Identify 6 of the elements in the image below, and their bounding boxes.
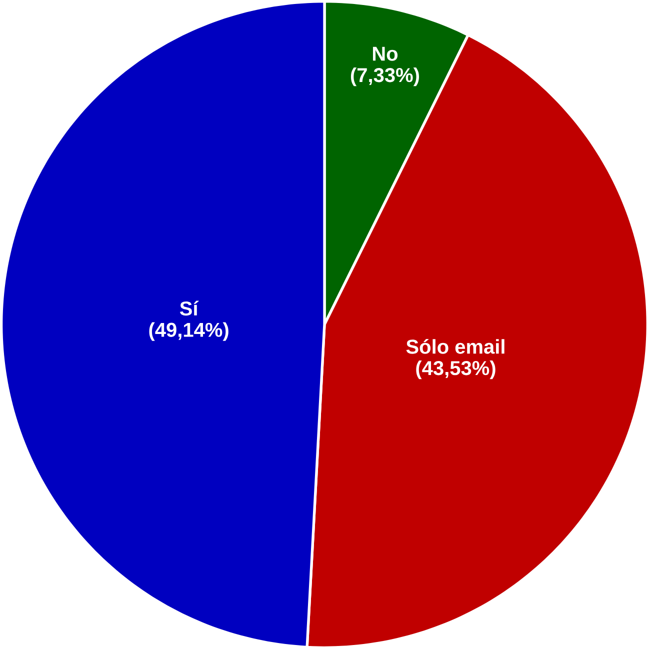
data-label: (49,14%)	[149, 322, 228, 341]
data-label: (7,33%)	[350, 67, 419, 86]
data-label: (43,53%)	[416, 360, 496, 380]
slice-label: Sólo email	[406, 338, 504, 354]
slice-label: No	[372, 46, 398, 61]
slice-label: Sí	[180, 300, 199, 316]
